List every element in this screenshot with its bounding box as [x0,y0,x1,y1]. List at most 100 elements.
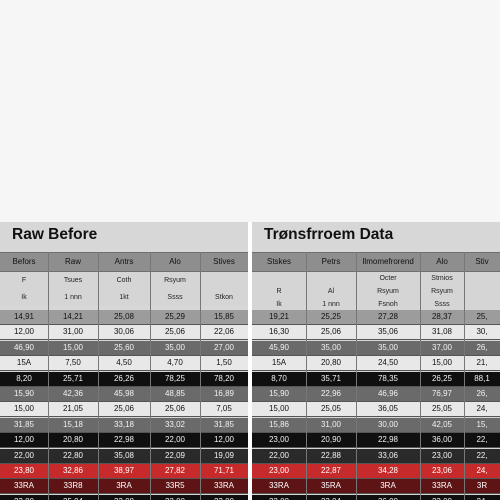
table-cell: 33R8 [63,481,83,491]
table-cell: 22,00 [268,450,290,460]
table-cell: 1,50 [216,358,232,368]
column-header[interactable]: Alo [436,257,448,266]
column-header[interactable]: Petrs [321,257,341,266]
table-cell: 7,05 [216,404,232,414]
table-row[interactable]: 15,00 21,05 25,06 25,06 7,05 [0,402,248,418]
table-row[interactable]: 22,00 22,80 35,08 22,09 19,09 [0,448,248,464]
table-cell: 30,00 [377,419,399,429]
table-cell: 12,00 [13,327,35,337]
table-row[interactable]: 46,90 15,00 25,60 35,00 27,00 [0,340,248,356]
table-cell: 15,86 [268,419,290,429]
column-header[interactable]: Alo [169,257,181,266]
table-cell: 16,30 [268,327,290,337]
table-cell: 23,00 [420,495,464,500]
table-cell: 48,85 [164,389,186,398]
table-cell: 25,08 [113,312,135,321]
table-cell: 31,00 [62,327,84,337]
table-row[interactable]: 15,90 42,36 45,98 48,85 16,89 [0,387,248,402]
column-header[interactable]: Stiv [475,257,489,266]
table-cell: 24, [464,495,500,500]
header-row: Stskes Petrs Ilmomefrorend Alo Stiv [252,252,500,272]
table-cell: 25,06 [320,327,342,337]
table-row[interactable]: 16,30 25,06 35,06 31,08 30, [252,325,500,341]
table-cell: 27,82 [164,466,186,475]
table-row[interactable]: 23,0023,0436,0023,0024, [252,494,500,500]
table-cell: 15,00 [13,404,35,414]
column-header[interactable]: Ilmomefrorend [362,257,414,266]
table-row[interactable]: 33RA 33R8 3RA 33R5 33RA [0,479,248,495]
table-cell: 15,18 [62,419,84,429]
table-cell: 31,85 [213,419,235,429]
subheader-cell: Fsnoh [378,301,398,308]
table-row[interactable]: 23,00 20,90 22,98 36,00 22, [252,433,500,449]
subheader-cell: Coth [116,277,132,284]
table-cell: 25,04 [48,495,98,500]
table-row[interactable]: 8,70 35,71 78,35 26,25 88,1 [252,371,500,387]
table-cell: 15,00 [431,358,453,368]
table-row[interactable]: 22,00 22,88 33,06 23,00 22, [252,448,500,464]
transformed-data-panel: Trønsfrroem Data Stskes Petrs Ilmomefroren… [252,222,500,500]
table-cell: 42,36 [62,389,84,398]
subheader-cell: Ssss [434,301,450,308]
table-cell: 30, [476,327,488,337]
table-cell: 34,28 [377,466,399,475]
table-cell: 25,29 [164,312,186,321]
table-row[interactable]: 15,00 25,05 36,05 25,05 24, [252,402,500,418]
table-row[interactable]: 23,80 32,86 38,97 27,82 71,71 [0,464,248,479]
table-row[interactable]: 33RA 35RA 3RA 33RA 3R [252,479,500,495]
table-row[interactable]: 19,21 25,25 27,28 28,37 25, [252,310,500,325]
table-cell: 4,50 [116,358,132,368]
table-cell: 31,08 [431,327,453,337]
table-cell: 23,00 [431,450,453,460]
subheader-cell: Octer [379,275,397,282]
table-cell: 28,37 [431,312,453,321]
table-cell: 33RA [13,481,34,491]
subheader-cell: Stkon [215,294,233,301]
table-cell: 33,06 [377,450,399,460]
table-cell: 22,88 [320,450,342,460]
subheader-cell: Rsyum [377,288,399,295]
subheader-cell: F [21,277,27,284]
table-cell: 25,25 [320,312,342,321]
table-row[interactable]: 8,20 25,71 26,26 78,25 78,20 [0,371,248,387]
table-cell: 33,02 [164,419,186,429]
table-row[interactable]: 45,90 35,00 35,00 37,00 26, [252,340,500,356]
table-cell: 23,06 [431,466,453,475]
table-cell: 25, [476,312,488,321]
table-row[interactable]: 23,00 22,87 34,28 23,06 24, [252,464,500,479]
table-row[interactable]: 15,86 31,00 30,00 42,05 15, [252,417,500,433]
table-cell: 35,06 [377,327,399,337]
column-divider [464,252,465,500]
subheader-cell: Rsyum [164,277,186,284]
column-header[interactable]: Stskes [266,257,291,266]
table-cell: 22, [476,435,488,445]
table-cell: 78,35 [377,373,399,383]
table-row[interactable]: 14,91 14,21 25,08 25,29 15,85 [0,310,248,325]
table-cell: 33RA [431,481,452,491]
column-header[interactable]: Raw [64,257,81,266]
table-cell: 23,04 [306,495,356,500]
table-cell: 35,00 [164,342,186,352]
table-cell: 25,06 [164,327,186,337]
table-cell: 45,98 [113,389,135,398]
table-cell: 36,05 [377,404,399,414]
table-row[interactable]: 15A 20,80 24,50 15,00 21, [252,356,500,372]
table-cell: 33RA [213,481,234,491]
table-row[interactable]: 12,00 20,80 22,98 22,00 12,00 [0,433,248,449]
table-row[interactable]: 23,8025,0433,0823,0023,00 [0,494,248,500]
subheader-cell: Ik [21,294,27,301]
subheader-cell: Ssss [167,294,183,301]
subheader-row: Ik 1 nnn 1kt Ssss Stkon [0,289,248,306]
table-cell: 22, [476,450,488,460]
column-header[interactable]: Stives [213,257,235,266]
column-header[interactable]: Antrs [114,257,134,266]
column-header[interactable]: Befors [12,257,36,266]
table-row[interactable]: 31,85 15,18 33,18 33,02 31,85 [0,417,248,433]
table-row[interactable]: 15,90 22,96 46,96 76,97 26, [252,387,500,402]
column-divider [356,252,357,500]
subheader-cell: 1 nnn [64,294,82,301]
table-row[interactable]: 12,00 31,00 30,06 25,06 22,06 [0,325,248,341]
table-cell: 25,05 [320,404,342,414]
subheader-cell: Tsues [63,277,83,284]
table-row[interactable]: 15A 7,50 4,50 4,70 1,50 [0,356,248,372]
